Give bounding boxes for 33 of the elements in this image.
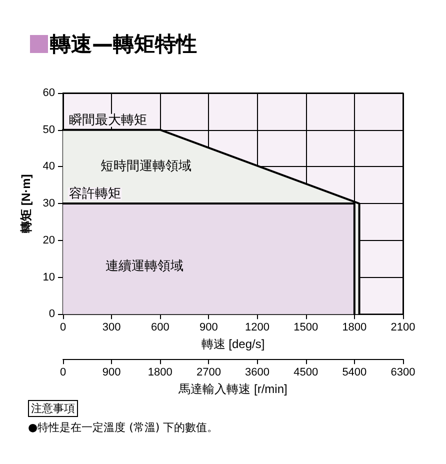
y-tick-label: 40 <box>42 160 55 173</box>
annotation: 容許轉矩 <box>68 186 121 202</box>
text: ●特性是在一定溫度 (常溫) 下的數值。 <box>28 420 218 435</box>
x-tick-label: 1500 <box>294 322 318 334</box>
x-tick-label: 1200 <box>245 322 270 334</box>
text: 注意事項 <box>28 400 78 417</box>
y-tick-label: 20 <box>42 234 55 246</box>
y-tick-label: 30 <box>42 198 55 210</box>
x2-tick-label: 900 <box>102 366 121 379</box>
y-tick-label: 60 <box>42 87 55 99</box>
x2-tick-label: 2700 <box>196 366 221 379</box>
x2-tick-label: 4500 <box>294 366 318 379</box>
x2-tick-label: 6300 <box>390 366 416 379</box>
x2-tick-label: 5400 <box>342 366 367 379</box>
y-tick-label: 10 <box>42 271 55 284</box>
chart-title: 轉速—轉矩特性 <box>50 32 197 56</box>
annotation: 短時間運轉領域 <box>100 159 192 174</box>
x-tick-label: 2100 <box>390 322 416 334</box>
x2-tick-label: 3600 <box>245 366 270 379</box>
annotation: 連續運轉領域 <box>106 259 184 274</box>
y-tick-label: 0 <box>48 308 55 320</box>
annotation: 瞬間最大轉矩 <box>68 112 147 128</box>
x-axis-title: 轉速 [deg/s] <box>201 337 265 351</box>
x-tick-label: 0 <box>60 322 66 334</box>
x2-tick-label: 0 <box>60 366 66 379</box>
y-tick-label: 50 <box>42 124 55 136</box>
x-tick-label: 300 <box>102 322 121 334</box>
x2-axis-title: 馬達輸入轉速 [r/min] <box>178 382 288 396</box>
x-tick-label: 600 <box>150 322 170 334</box>
x2-tick-label: 1800 <box>148 366 172 379</box>
y-axis-title: 轉矩 [N·m] <box>18 174 33 234</box>
x-tick-label: 1800 <box>342 322 367 334</box>
x-tick-label: 900 <box>200 322 218 334</box>
